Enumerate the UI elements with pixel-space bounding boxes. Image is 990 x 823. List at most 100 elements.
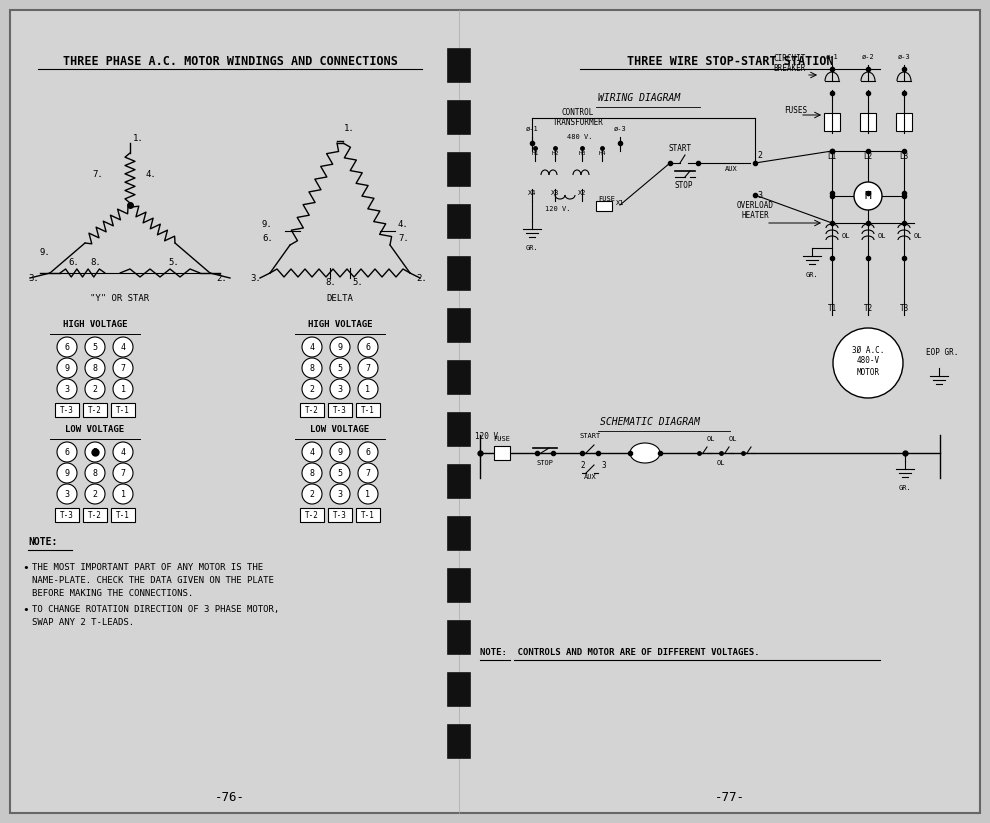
- Bar: [111, 508, 135, 522]
- Circle shape: [113, 379, 133, 399]
- Text: 1.: 1.: [133, 134, 144, 143]
- Text: 2: 2: [92, 384, 97, 393]
- Text: 6.: 6.: [68, 258, 79, 267]
- Bar: [824, 113, 840, 131]
- Text: -76-: -76-: [215, 791, 245, 804]
- Bar: [896, 113, 912, 131]
- Text: GR.: GR.: [899, 485, 912, 491]
- Bar: [300, 508, 324, 522]
- Circle shape: [57, 358, 77, 378]
- Text: 8: 8: [310, 364, 315, 373]
- Text: THREE PHASE A.C. MOTOR WINDINGS AND CONNECTIONS: THREE PHASE A.C. MOTOR WINDINGS AND CONN…: [62, 54, 397, 67]
- Text: 9.: 9.: [40, 248, 50, 257]
- Text: 4: 4: [121, 342, 126, 351]
- Text: 6: 6: [365, 342, 370, 351]
- Bar: [448, 413, 470, 446]
- Text: 1: 1: [121, 384, 126, 393]
- Bar: [448, 101, 470, 134]
- Text: 3.: 3.: [28, 274, 39, 283]
- Text: •: •: [22, 563, 29, 573]
- Text: T-3: T-3: [60, 406, 74, 415]
- Bar: [494, 446, 510, 460]
- Circle shape: [833, 328, 903, 398]
- Text: 6.: 6.: [262, 234, 273, 243]
- Text: 8: 8: [310, 468, 315, 477]
- Bar: [448, 361, 470, 394]
- Text: T-2: T-2: [88, 510, 102, 519]
- Text: OL: OL: [914, 233, 923, 239]
- Text: START: START: [579, 433, 601, 439]
- Text: T-3: T-3: [333, 510, 346, 519]
- Text: H2: H2: [551, 151, 558, 156]
- Text: TO CHANGE ROTATION DIRECTION OF 3 PHASE MOTOR,: TO CHANGE ROTATION DIRECTION OF 3 PHASE …: [32, 605, 279, 614]
- Text: GR.: GR.: [526, 245, 539, 251]
- Text: 9.: 9.: [262, 220, 273, 229]
- Text: 2: 2: [310, 384, 315, 393]
- Text: NAME-PLATE. CHECK THE DATA GIVEN ON THE PLATE: NAME-PLATE. CHECK THE DATA GIVEN ON THE …: [32, 576, 274, 585]
- Bar: [356, 508, 380, 522]
- Text: 6: 6: [365, 448, 370, 457]
- Text: T-1: T-1: [361, 510, 375, 519]
- Circle shape: [113, 442, 133, 462]
- Text: OL: OL: [707, 436, 715, 442]
- Text: MOTOR: MOTOR: [856, 368, 879, 377]
- Circle shape: [113, 484, 133, 504]
- Text: NOTE:  CONTROLS AND MOTOR ARE OF DIFFERENT VOLTAGES.: NOTE: CONTROLS AND MOTOR ARE OF DIFFEREN…: [480, 648, 759, 657]
- Text: -77-: -77-: [715, 791, 745, 804]
- Bar: [448, 621, 470, 654]
- Bar: [448, 673, 470, 706]
- Text: 5.: 5.: [168, 258, 179, 267]
- Text: FUSE: FUSE: [493, 436, 511, 442]
- Text: 3: 3: [602, 461, 607, 470]
- Bar: [356, 403, 380, 417]
- Text: 9: 9: [64, 364, 69, 373]
- Text: •: •: [22, 605, 29, 615]
- Text: 2: 2: [92, 490, 97, 499]
- Bar: [55, 508, 79, 522]
- Text: H3: H3: [578, 151, 586, 156]
- Text: 4.: 4.: [146, 170, 156, 179]
- Text: 5: 5: [92, 342, 97, 351]
- Circle shape: [85, 463, 105, 483]
- Text: NOTE:: NOTE:: [28, 537, 57, 547]
- Text: T2: T2: [863, 304, 872, 313]
- Text: 3.: 3.: [250, 274, 260, 283]
- Text: OL: OL: [717, 460, 726, 466]
- Text: 6: 6: [64, 448, 69, 457]
- Circle shape: [358, 337, 378, 357]
- Text: 4: 4: [121, 448, 126, 457]
- Text: 1.: 1.: [344, 124, 354, 133]
- Text: T3: T3: [899, 304, 909, 313]
- Circle shape: [85, 442, 105, 462]
- Text: H1: H1: [532, 151, 539, 156]
- Text: THE MOST IMPORTANT PART OF ANY MOTOR IS THE: THE MOST IMPORTANT PART OF ANY MOTOR IS …: [32, 563, 263, 572]
- Text: L1: L1: [828, 152, 837, 161]
- Circle shape: [854, 182, 882, 210]
- Text: 2: 2: [310, 490, 315, 499]
- Text: OL: OL: [878, 233, 886, 239]
- Text: BEFORE MAKING THE CONNECTIONS.: BEFORE MAKING THE CONNECTIONS.: [32, 589, 193, 598]
- Circle shape: [113, 337, 133, 357]
- Text: THREE WIRE STOP-START STATION: THREE WIRE STOP-START STATION: [627, 54, 834, 67]
- Text: T-1: T-1: [361, 406, 375, 415]
- Text: START: START: [668, 144, 692, 153]
- Text: 8.: 8.: [90, 258, 101, 267]
- Text: OL: OL: [729, 436, 738, 442]
- Text: SCHEMATIC DIAGRAM: SCHEMATIC DIAGRAM: [600, 417, 700, 427]
- Text: 5: 5: [92, 448, 97, 457]
- Ellipse shape: [630, 443, 660, 463]
- Circle shape: [330, 379, 350, 399]
- Text: FUSE: FUSE: [598, 196, 615, 202]
- Text: 2: 2: [757, 151, 762, 160]
- Text: T1: T1: [828, 304, 837, 313]
- Text: 3: 3: [757, 191, 762, 200]
- Bar: [300, 403, 324, 417]
- Text: ø-3: ø-3: [898, 54, 911, 60]
- Text: 5.: 5.: [352, 278, 362, 287]
- Bar: [83, 403, 107, 417]
- Text: X2: X2: [578, 190, 586, 196]
- Text: FUSES: FUSES: [784, 106, 807, 115]
- Text: OL: OL: [842, 233, 850, 239]
- Text: T-2: T-2: [88, 406, 102, 415]
- Text: 5: 5: [338, 364, 343, 373]
